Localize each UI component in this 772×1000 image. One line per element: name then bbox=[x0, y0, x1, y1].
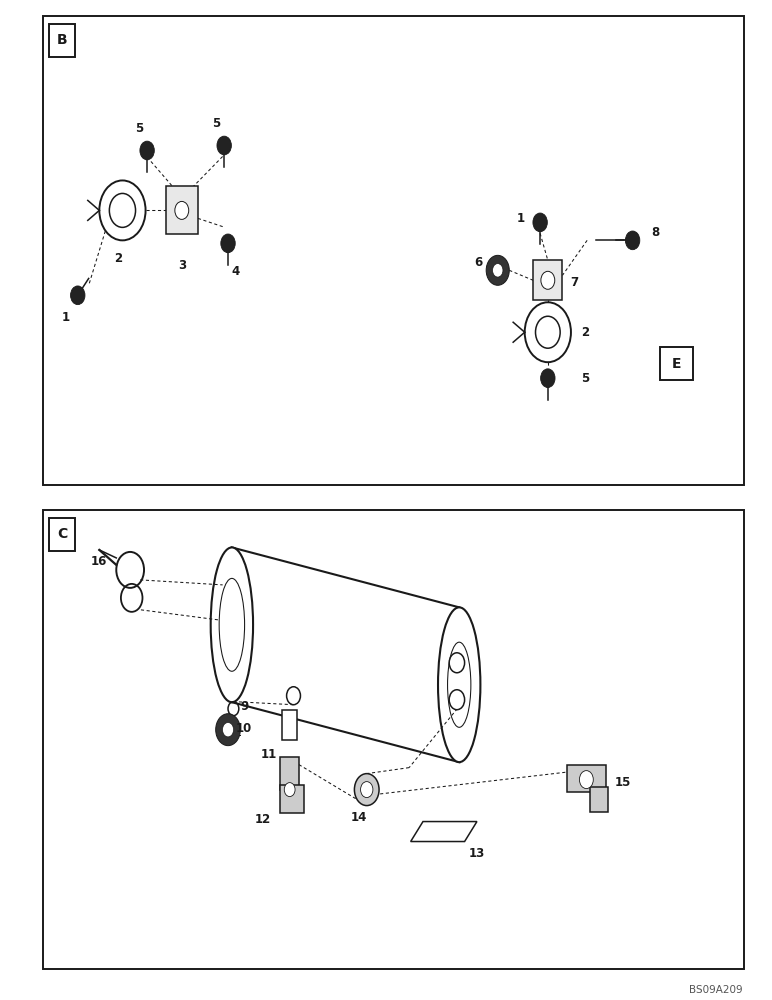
Polygon shape bbox=[49, 24, 75, 57]
Circle shape bbox=[533, 213, 547, 232]
Ellipse shape bbox=[211, 547, 253, 702]
Circle shape bbox=[540, 369, 555, 388]
Circle shape bbox=[580, 771, 594, 789]
Text: 12: 12 bbox=[255, 813, 271, 826]
Text: BS09A209: BS09A209 bbox=[689, 985, 743, 995]
Polygon shape bbox=[591, 787, 608, 812]
Ellipse shape bbox=[438, 607, 480, 762]
Circle shape bbox=[70, 286, 85, 305]
Polygon shape bbox=[166, 186, 198, 234]
Circle shape bbox=[354, 774, 379, 806]
Text: 14: 14 bbox=[350, 811, 367, 824]
Text: 1: 1 bbox=[516, 212, 525, 225]
Text: 11: 11 bbox=[261, 748, 277, 761]
Text: 3: 3 bbox=[178, 259, 186, 272]
Polygon shape bbox=[43, 16, 744, 485]
Circle shape bbox=[284, 783, 295, 797]
Circle shape bbox=[215, 714, 240, 746]
Circle shape bbox=[140, 141, 154, 160]
Circle shape bbox=[174, 201, 188, 219]
Circle shape bbox=[486, 255, 510, 285]
Circle shape bbox=[222, 722, 234, 737]
Circle shape bbox=[493, 264, 503, 277]
Text: 7: 7 bbox=[571, 276, 579, 289]
Polygon shape bbox=[567, 765, 605, 792]
Polygon shape bbox=[232, 547, 459, 762]
Text: B: B bbox=[56, 33, 67, 47]
Text: 13: 13 bbox=[469, 847, 485, 860]
Circle shape bbox=[286, 687, 300, 705]
Text: 15: 15 bbox=[615, 776, 631, 789]
Text: 9: 9 bbox=[241, 700, 249, 713]
Polygon shape bbox=[282, 710, 297, 740]
Polygon shape bbox=[659, 347, 692, 380]
Circle shape bbox=[217, 136, 232, 155]
Polygon shape bbox=[280, 757, 299, 790]
Text: 10: 10 bbox=[235, 722, 252, 735]
Text: 16: 16 bbox=[91, 555, 107, 568]
Polygon shape bbox=[280, 785, 303, 813]
Text: 8: 8 bbox=[652, 226, 660, 239]
Polygon shape bbox=[49, 518, 75, 551]
Circle shape bbox=[221, 234, 235, 253]
Polygon shape bbox=[411, 822, 477, 842]
Text: 6: 6 bbox=[474, 256, 482, 269]
Text: 5: 5 bbox=[135, 122, 144, 135]
Text: 4: 4 bbox=[232, 265, 240, 278]
Circle shape bbox=[449, 690, 465, 710]
Circle shape bbox=[541, 271, 555, 289]
Text: 5: 5 bbox=[212, 117, 221, 130]
Circle shape bbox=[361, 782, 373, 798]
Text: C: C bbox=[57, 527, 67, 541]
Polygon shape bbox=[43, 510, 744, 969]
Text: 5: 5 bbox=[581, 372, 589, 385]
Circle shape bbox=[449, 653, 465, 673]
Text: 2: 2 bbox=[114, 252, 123, 265]
Text: 2: 2 bbox=[581, 326, 589, 339]
Circle shape bbox=[625, 231, 640, 250]
Polygon shape bbox=[533, 260, 563, 300]
Text: E: E bbox=[672, 357, 681, 371]
Text: 1: 1 bbox=[62, 311, 70, 324]
